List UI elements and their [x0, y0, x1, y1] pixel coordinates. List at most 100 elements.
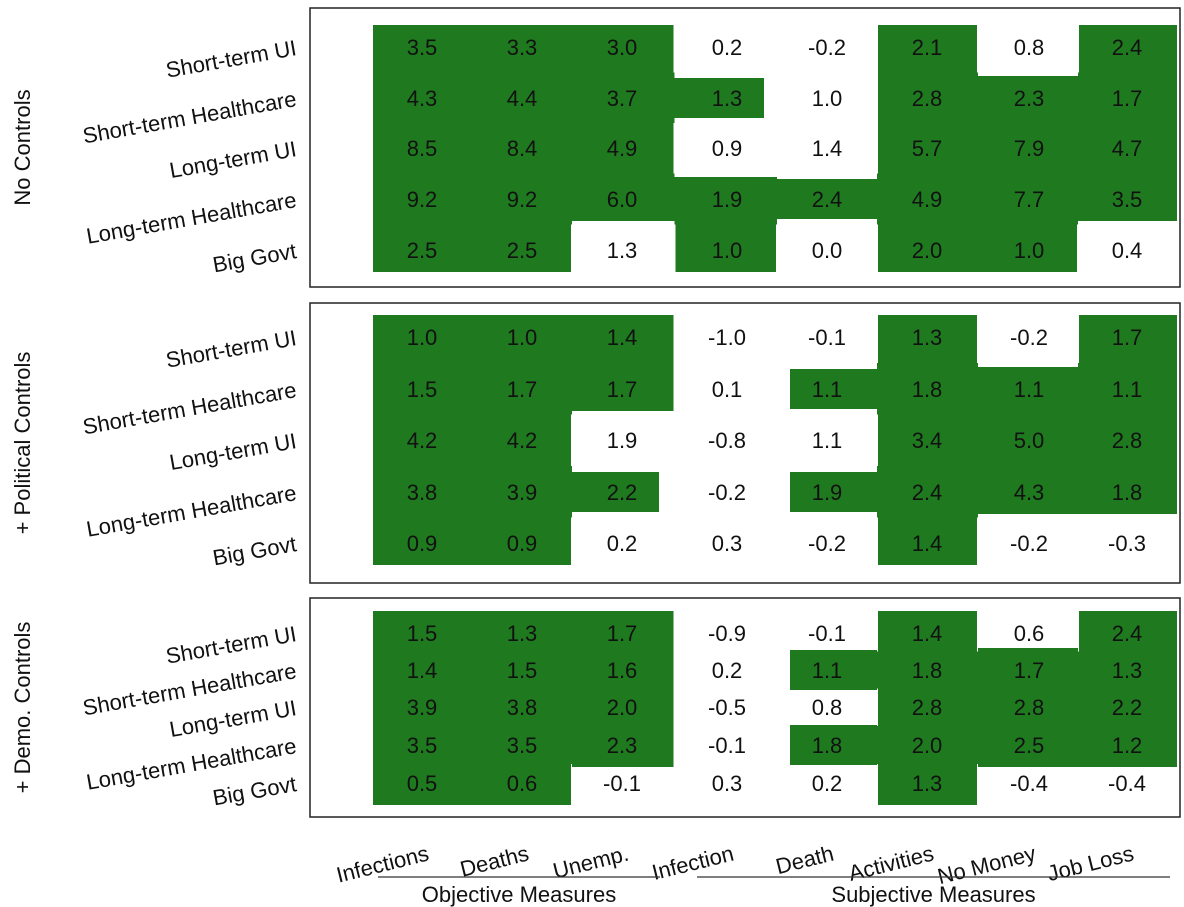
- cell-value: 0.2: [812, 771, 843, 796]
- highlight-cell: [373, 25, 472, 73]
- cell-value: 0.2: [607, 531, 638, 556]
- cell-value: -0.1: [708, 733, 746, 758]
- highlight-cell: [790, 472, 877, 512]
- highlight-cell: [373, 466, 472, 518]
- cell-value: 3.0: [607, 35, 638, 60]
- highlight-cell: [472, 315, 572, 363]
- cell-value: 4.9: [912, 187, 943, 212]
- highlight-cell: [373, 173, 472, 225]
- cell-value: 1.7: [1112, 325, 1143, 350]
- cell-value: 4.7: [1112, 136, 1143, 161]
- highlight-cell: [674, 78, 764, 118]
- highlight-cell: [877, 363, 978, 415]
- cell-value: 7.9: [1014, 136, 1045, 161]
- cell-value: 1.1: [812, 658, 843, 683]
- cell-value: -0.2: [1010, 531, 1048, 556]
- highlight-cell: [878, 72, 978, 123]
- highlight-cell: [373, 72, 472, 123]
- cell-value: 2.0: [912, 238, 943, 263]
- highlight-cell: [1078, 651, 1177, 689]
- highlight-cell: [1078, 173, 1177, 221]
- highlight-cell: [373, 123, 472, 174]
- column-label-infections: Infections: [334, 841, 431, 888]
- cell-value: 1.1: [812, 428, 843, 453]
- highlight-cell: [878, 25, 977, 73]
- row-label-big-govt: Big Govt: [211, 238, 298, 277]
- cell-value: 0.6: [1014, 621, 1045, 646]
- cell-value: 1.8: [912, 377, 943, 402]
- panel-frame: [309, 7, 1181, 288]
- column-label-activities: Activities: [846, 841, 936, 886]
- highlight-cell: [572, 726, 674, 767]
- panel-label-demo-controls: + Demo. Controls: [10, 622, 35, 794]
- highlight-cell: [878, 224, 978, 272]
- cell-value: 1.0: [407, 325, 438, 350]
- highlight-cell: [878, 123, 978, 174]
- highlight-cell: [472, 173, 572, 225]
- cell-value: 4.4: [507, 86, 538, 111]
- cell-value: 0.2: [712, 35, 743, 60]
- panel-label-no-controls: No Controls: [10, 89, 35, 205]
- highlight-cell: [572, 25, 674, 73]
- highlight-cell: [373, 414, 472, 466]
- highlight-cell: [472, 363, 572, 415]
- highlight-cell: [373, 764, 472, 805]
- highlight-cell: [472, 466, 572, 518]
- cell-value: -0.3: [1108, 531, 1146, 556]
- panel-frame: [309, 302, 1181, 584]
- highlight-cell: [572, 688, 674, 726]
- cell-value: 1.6: [607, 658, 638, 683]
- column-label-job-loss: Job Loss: [1045, 841, 1136, 887]
- cell-value: 1.7: [1014, 658, 1045, 683]
- cell-value: 1.7: [607, 377, 638, 402]
- cell-value: 1.9: [812, 480, 843, 505]
- highlight-cell: [675, 224, 776, 272]
- cell-value: 1.7: [507, 377, 538, 402]
- cell-value: 2.1: [912, 35, 943, 60]
- cell-value: 0.3: [712, 771, 743, 796]
- highlight-cell: [1078, 363, 1177, 415]
- cell-value: 1.5: [407, 621, 438, 646]
- cell-value: 0.3: [712, 531, 743, 556]
- highlight-cell: [978, 414, 1078, 466]
- highlight-cell: [373, 611, 472, 652]
- cell-value: 0.4: [1112, 238, 1143, 263]
- cell-value: 1.8: [812, 733, 843, 758]
- cell-value: 1.2: [1112, 733, 1143, 758]
- cell-value: 0.8: [1014, 35, 1045, 60]
- cell-value: 8.5: [407, 136, 438, 161]
- cell-value: 2.2: [607, 480, 638, 505]
- cell-value: 1.4: [912, 531, 943, 556]
- cell-value: 0.1: [712, 377, 743, 402]
- cell-value: -0.1: [808, 621, 846, 646]
- cell-value: 1.3: [1112, 658, 1143, 683]
- highlight-cell: [978, 123, 1078, 174]
- highlight-cell: [572, 611, 674, 652]
- cell-value: 1.3: [712, 86, 743, 111]
- cell-value: 1.3: [607, 238, 638, 263]
- cell-value: -0.4: [1108, 771, 1146, 796]
- cell-value: 0.0: [812, 238, 843, 263]
- highlight-cell: [472, 72, 572, 123]
- cell-value: 2.3: [607, 733, 638, 758]
- highlight-cell: [472, 764, 571, 805]
- row-label-short-term-healthcare: Short-term Healthcare: [81, 377, 298, 439]
- cell-value: 1.0: [507, 325, 538, 350]
- cell-value: -0.9: [708, 621, 746, 646]
- cell-value: 4.2: [507, 428, 538, 453]
- cell-value: 4.3: [407, 86, 438, 111]
- cell-value: 1.4: [912, 621, 943, 646]
- highlight-cell: [978, 726, 1078, 767]
- cell-value: 3.9: [507, 480, 538, 505]
- group-label-subjective-measures: Subjective Measures: [831, 882, 1035, 907]
- highlight-cell: [1079, 25, 1177, 73]
- highlight-cell: [1078, 466, 1177, 514]
- row-label-long-term-healthcare: Long-term Healthcare: [84, 480, 298, 542]
- highlight-cell: [373, 688, 472, 726]
- cell-value: 2.4: [1112, 35, 1143, 60]
- panel-frame: [309, 597, 1181, 818]
- cell-value: 0.5: [407, 771, 438, 796]
- cell-value: 0.9: [507, 531, 538, 556]
- highlight-cell: [472, 224, 571, 272]
- cell-value: 2.8: [912, 695, 943, 720]
